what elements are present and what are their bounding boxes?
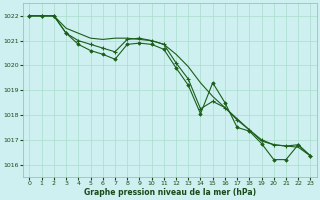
X-axis label: Graphe pression niveau de la mer (hPa): Graphe pression niveau de la mer (hPa) — [84, 188, 256, 197]
